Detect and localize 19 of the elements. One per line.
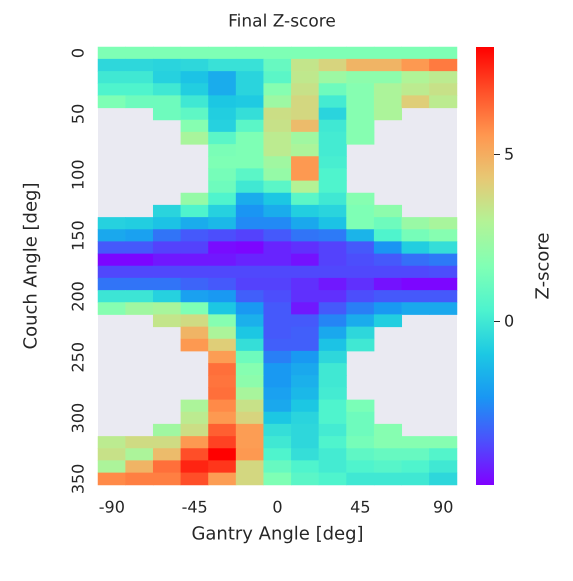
y-tick-label: 100	[68, 159, 88, 190]
y-tick-label: 350	[68, 464, 88, 494]
y-axis-title: Couch Angle [deg]	[20, 182, 42, 350]
x-tick-label: -90	[98, 498, 125, 516]
color-bar-title: Z-score	[532, 232, 554, 300]
y-tick-label: 300	[68, 402, 88, 434]
x-tick-label: -45	[182, 498, 208, 516]
x-tick-label: 0	[272, 498, 283, 516]
y-tick-label: 150	[68, 220, 88, 251]
y-tick-label: 250	[68, 342, 88, 373]
y-tick-label: 50	[68, 104, 88, 124]
x-tick-label: 45	[350, 498, 371, 516]
color-bar-label: 5	[504, 144, 514, 164]
y-tick-label: 0	[68, 48, 88, 58]
chart-title: Final Z-score	[228, 12, 336, 32]
y-tick-label: 200	[68, 281, 88, 312]
x-tick-label: 90	[433, 498, 454, 516]
color-bar-label: 0	[504, 312, 514, 331]
x-axis-title: Gantry Angle [deg]	[191, 524, 364, 544]
